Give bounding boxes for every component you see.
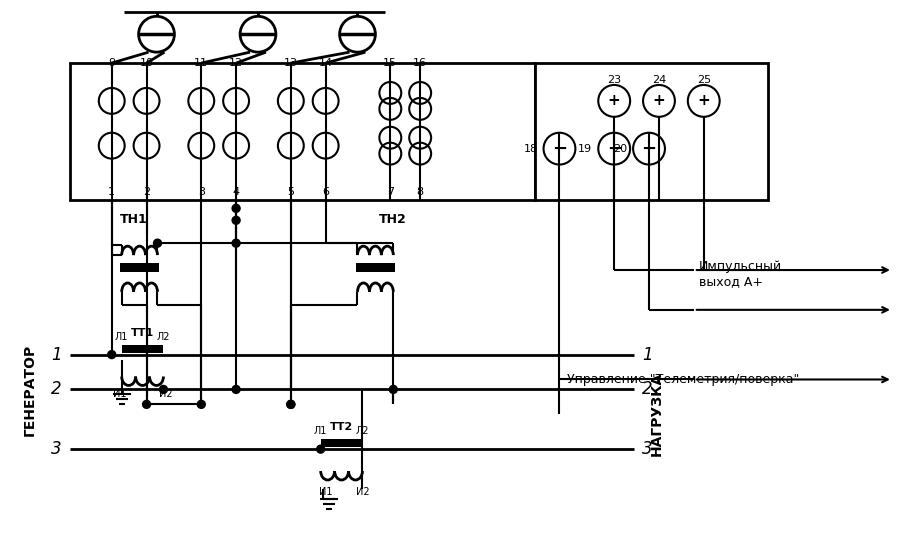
Text: 2: 2 (143, 187, 150, 197)
Text: 23: 23 (607, 75, 622, 85)
Text: 11: 11 (194, 58, 208, 68)
Circle shape (287, 401, 295, 408)
Text: 2: 2 (642, 381, 652, 398)
Text: 24: 24 (652, 75, 666, 85)
Text: 18: 18 (523, 143, 538, 153)
Text: −: − (551, 140, 567, 158)
Text: 3: 3 (642, 440, 652, 458)
Bar (122, 345, 164, 352)
Text: 3: 3 (51, 440, 62, 458)
Text: 12: 12 (229, 58, 243, 68)
Bar (534, 63, 768, 201)
Text: И2: И2 (356, 487, 369, 497)
Text: 4: 4 (233, 187, 239, 197)
Circle shape (232, 204, 240, 212)
Text: ТН2: ТН2 (379, 213, 406, 227)
Text: ТТ1: ТТ1 (131, 328, 154, 338)
Text: Л2: Л2 (356, 426, 369, 436)
Text: +: + (697, 94, 710, 109)
Text: ТН1: ТН1 (120, 213, 147, 227)
Text: 1: 1 (51, 346, 62, 363)
Text: НАГРУЗКА: НАГРУЗКА (650, 372, 664, 456)
Text: 25: 25 (697, 75, 711, 85)
Text: 9: 9 (108, 58, 116, 68)
Text: И1: И1 (113, 389, 126, 399)
Text: 7: 7 (387, 187, 394, 197)
Text: 16: 16 (413, 58, 427, 68)
Circle shape (197, 401, 206, 408)
Text: 6: 6 (322, 187, 329, 197)
Text: И1: И1 (318, 487, 332, 497)
Text: 8: 8 (417, 187, 424, 197)
Text: +: + (652, 94, 665, 109)
Text: 13: 13 (284, 58, 298, 68)
Text: 19: 19 (578, 143, 592, 153)
Text: 1: 1 (642, 346, 652, 363)
Text: 10: 10 (139, 58, 154, 68)
Text: ТТ2: ТТ2 (330, 422, 353, 432)
Text: 3: 3 (197, 187, 205, 197)
Circle shape (232, 216, 240, 224)
Circle shape (389, 386, 398, 393)
Circle shape (287, 401, 295, 408)
Text: +: + (608, 94, 621, 109)
Text: 15: 15 (383, 58, 398, 68)
Circle shape (232, 239, 240, 247)
Text: ГЕНЕРАТОР: ГЕНЕРАТОР (23, 343, 37, 435)
Circle shape (159, 386, 167, 393)
Text: −: − (642, 140, 657, 158)
Text: Л1: Л1 (314, 426, 328, 436)
Circle shape (107, 351, 116, 358)
Circle shape (154, 239, 161, 247)
Text: 1: 1 (108, 187, 116, 197)
Bar (120, 263, 159, 272)
Circle shape (232, 386, 240, 393)
Circle shape (143, 401, 150, 408)
Bar (356, 263, 395, 272)
Text: 14: 14 (318, 58, 333, 68)
Bar (320, 439, 362, 447)
Circle shape (317, 445, 325, 453)
Bar (70, 63, 534, 201)
Text: −: − (607, 140, 622, 158)
Text: Л1: Л1 (115, 332, 128, 342)
Text: Импульсный
выход А+: Импульсный выход А+ (699, 260, 782, 288)
Text: 5: 5 (288, 187, 294, 197)
Text: 2: 2 (51, 381, 62, 398)
Text: Управление "Телеметрия/поверка": Управление "Телеметрия/поверка" (568, 372, 800, 386)
Text: Л2: Л2 (157, 332, 170, 342)
Text: И2: И2 (158, 389, 172, 399)
Text: 20: 20 (613, 143, 627, 153)
